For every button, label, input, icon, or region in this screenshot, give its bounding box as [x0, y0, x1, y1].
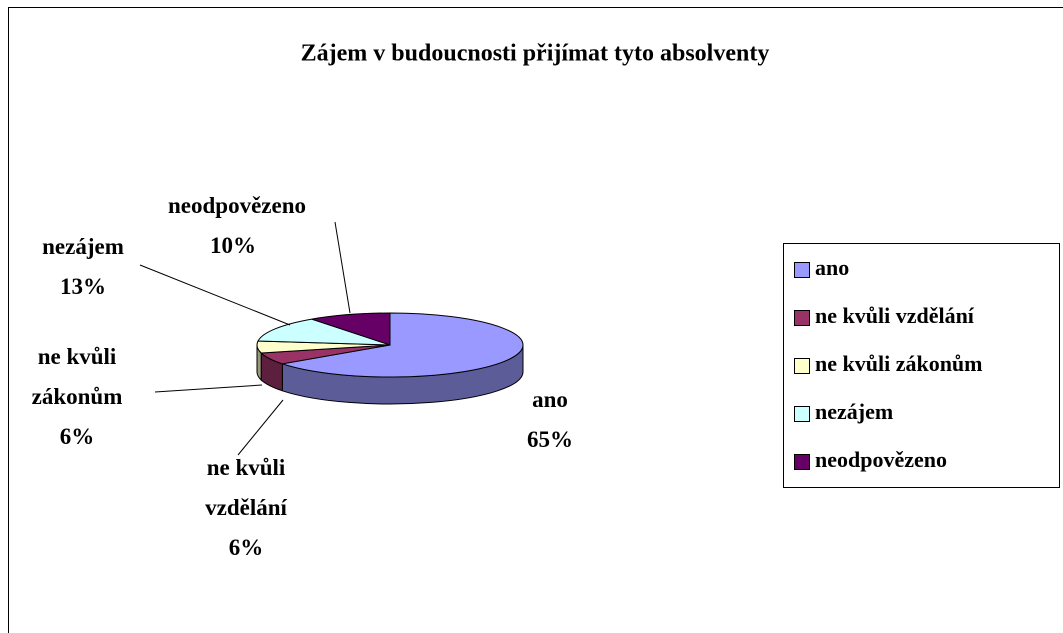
legend-label: ne kvůli zákonům — [815, 351, 983, 376]
legend-swatch — [794, 310, 810, 326]
data-label-value: 13% — [60, 274, 106, 299]
chart-title: Zájem v budoucnosti přijímat tyto absolv… — [301, 41, 770, 67]
leader-line — [237, 399, 284, 456]
legend-swatch — [794, 406, 810, 422]
data-label-name: ne kvůli vzdělání — [205, 455, 287, 520]
legend-label: ano — [815, 255, 849, 280]
data-label-name: neodpovězeno — [168, 193, 306, 218]
data-label-value: 6% — [228, 535, 264, 560]
leader-line — [139, 264, 291, 326]
leader-line — [334, 221, 351, 314]
data-label-name: ano — [532, 387, 568, 412]
legend-swatch — [794, 262, 810, 278]
data-label-value: 6% — [59, 424, 95, 449]
legend-box — [783, 243, 1060, 488]
legend-label: nezájem — [815, 399, 893, 424]
legend-label: neodpovězeno — [815, 447, 947, 472]
legend-swatch — [794, 454, 810, 470]
data-label-value: 10% — [210, 233, 256, 258]
data-label-value: 65% — [527, 427, 573, 452]
legend-swatch — [794, 358, 810, 374]
data-label-name: ne kvůli zákonům — [31, 344, 123, 409]
data-label-name: nezájem — [42, 234, 124, 259]
chart-frame — [8, 7, 1063, 633]
pie-slice — [311, 312, 391, 346]
pie-slice — [282, 312, 524, 378]
leader-line — [154, 384, 263, 393]
pie-slice — [257, 318, 391, 346]
legend-label: ne kvůli vzdělání — [815, 303, 975, 328]
